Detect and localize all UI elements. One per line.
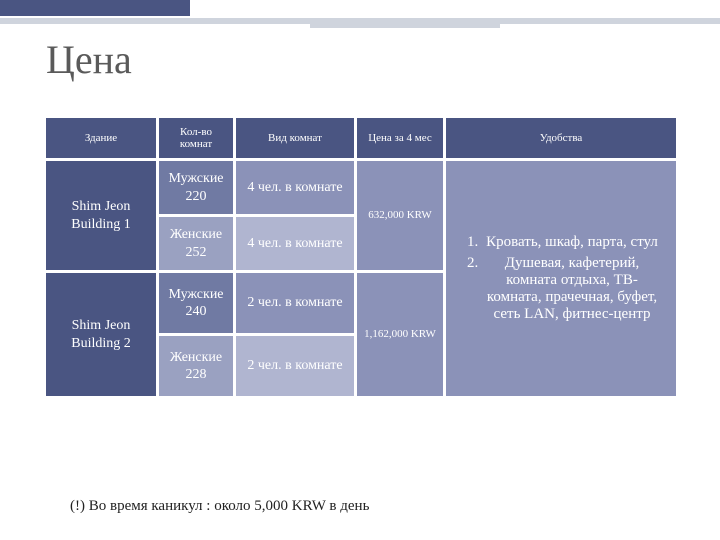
header-facilities: Удобства	[446, 118, 676, 158]
table-body: Shim Jeon Building 1 Мужские 220 Женские…	[46, 161, 674, 396]
roomtype-cell: 2 чел. в комнате	[236, 336, 354, 396]
rooms-cell: Женские 228	[159, 336, 233, 396]
building-cell: Shim Jeon Building 1	[46, 161, 156, 270]
price-table: Здание Кол-во комнат Вид комнат Цена за …	[46, 118, 674, 396]
price-cell: 1,162,000 KRW	[357, 273, 443, 396]
header-roomtype: Вид комнат	[236, 118, 354, 158]
roomtype-cell: 4 чел. в комнате	[236, 217, 354, 270]
roomtype-stack: 2 чел. в комнате 2 чел. в комнате	[236, 273, 354, 396]
top-accent-bar	[0, 0, 190, 18]
rooms-cell: Женские 252	[159, 217, 233, 270]
facilities-list: Кровать, шкаф, парта, стул Душевая, кафе…	[460, 230, 662, 327]
roomtype-cell: 2 чел. в комнате	[236, 273, 354, 333]
facilities-cell: Кровать, шкаф, парта, стул Душевая, кафе…	[446, 161, 676, 396]
facilities-item: Кровать, шкаф, парта, стул	[482, 234, 662, 251]
top-rule-secondary	[310, 24, 500, 28]
header-rooms: Кол-во комнат	[159, 118, 233, 158]
page-title: Цена	[46, 36, 132, 83]
header-price: Цена за 4 мес	[357, 118, 443, 158]
slide: Цена Здание Кол-во комнат Вид комнат Цен…	[0, 0, 720, 540]
rooms-cell: Мужские 220	[159, 161, 233, 214]
rooms-stack: Мужские 220 Женские 252	[159, 161, 233, 270]
rooms-cell: Мужские 240	[159, 273, 233, 333]
header-building: Здание	[46, 118, 156, 158]
table-header-row: Здание Кол-во комнат Вид комнат Цена за …	[46, 118, 674, 158]
rooms-stack: Мужские 240 Женские 228	[159, 273, 233, 396]
footnote: (!) Во время каникул : около 5,000 KRW в…	[70, 498, 369, 515]
roomtype-cell: 4 чел. в комнате	[236, 161, 354, 214]
building-cell: Shim Jeon Building 2	[46, 273, 156, 396]
facilities-item: Душевая, кафетерий, комната отдыха, ТВ-к…	[482, 255, 662, 323]
roomtype-stack: 4 чел. в комнате 4 чел. в комнате	[236, 161, 354, 270]
price-cell: 632,000 KRW	[357, 161, 443, 270]
